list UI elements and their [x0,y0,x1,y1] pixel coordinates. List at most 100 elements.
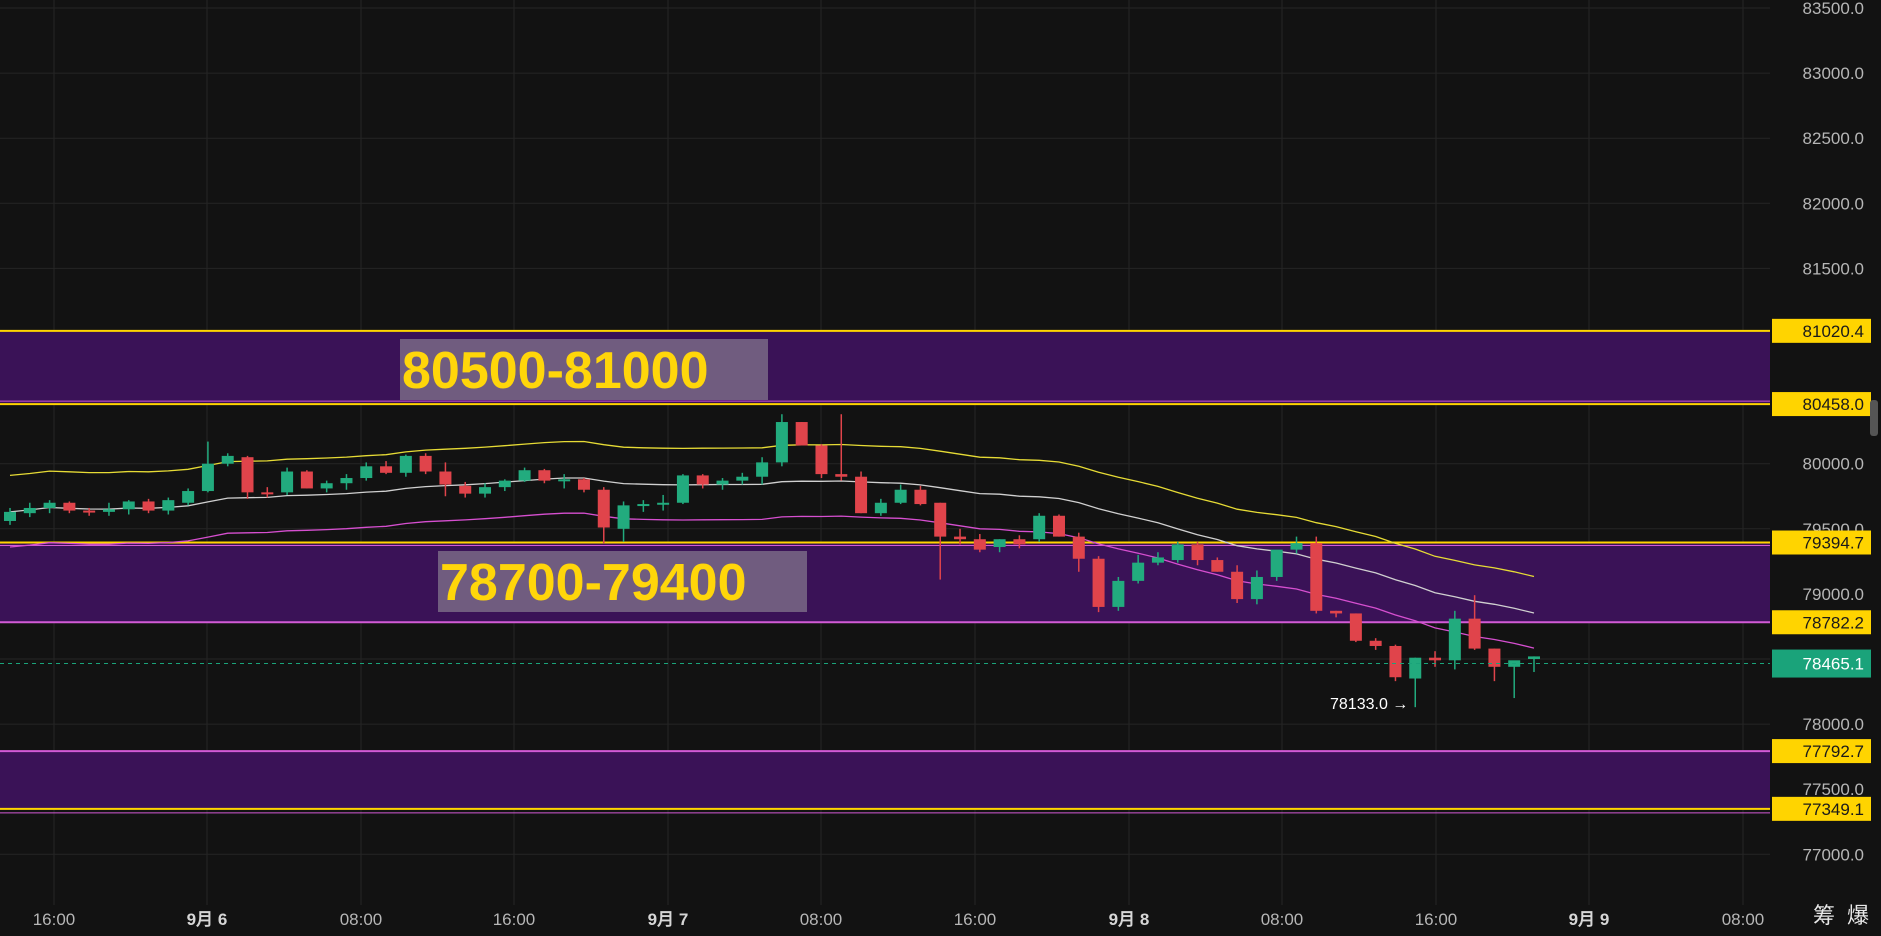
candle-body [182,491,195,503]
candle-body [4,511,16,521]
candle-body [281,471,294,493]
candle-body [1429,657,1442,661]
candle-body [1072,536,1085,559]
time-tick-label: 08:00 [1722,910,1765,929]
candle-body [399,455,412,473]
candle-body [162,500,175,511]
candle-body [1231,571,1244,600]
price-tick-label: 82000.0 [1803,194,1864,213]
price-level-box [1772,530,1871,555]
candle-body [676,475,689,503]
candle-body [1310,543,1323,611]
scroll-handle [1870,400,1878,436]
price-level-label: 80458.0 [1803,395,1864,414]
candle-body [1033,515,1046,540]
candle-body [1488,648,1501,667]
zone-label-background [438,551,807,612]
candle-body [835,474,848,477]
candle-body [993,539,1006,548]
candle-body [736,476,749,481]
candle-body [1191,544,1204,561]
candle-body [1052,515,1065,537]
candle-body [1409,657,1422,679]
candle-body [1092,558,1105,607]
candle-body [360,466,373,479]
candle-body [1112,580,1125,607]
time-tick-label: 08:00 [800,910,843,929]
price-tick-label: 82500.0 [1803,129,1864,148]
candle-body [973,539,986,550]
price-level-label: 77792.7 [1803,742,1864,761]
time-tick-label: 16:00 [33,910,76,929]
price-tick-label: 83000.0 [1803,64,1864,83]
candle-body [954,536,967,540]
candle-body [1171,544,1184,561]
zone-band [0,330,1770,405]
price-tick-label: 77500.0 [1803,780,1864,799]
time-tick-label: 16:00 [1415,910,1458,929]
low-price-marker: 78133.0 → [1330,696,1408,713]
candle-body [1528,656,1540,659]
current-price-label: 78465.1 [1803,655,1864,674]
candle-body [518,470,531,481]
time-tick-label: 08:00 [340,910,383,929]
price-level-label: 77349.1 [1803,800,1864,819]
candle-body [102,509,115,512]
price-level-label: 81020.4 [1803,322,1864,341]
upper-band-line [9,440,1535,578]
price-level-label: 79394.7 [1803,534,1864,553]
candle-body [597,489,610,528]
price-zones [0,329,1770,814]
candle-body [617,505,630,529]
price-axis[interactable]: 83500.0 83000.0 82500.0 82000.0 81500.0 80000… [1770,0,1881,905]
candle-body [83,510,96,513]
price-tick-label: 80000.0 [1803,455,1864,474]
zone-band [0,542,1770,623]
candle-body [419,455,432,472]
price-tick-label: 78000.0 [1803,715,1864,734]
candle-body [380,466,393,473]
zone-band [0,751,1770,809]
candle-body [934,502,947,537]
candle-body [696,475,709,485]
zone-label-background [400,339,768,400]
liquidation-icon[interactable]: 爆 [1846,904,1869,929]
candle-body [122,501,135,510]
candle-body [716,480,729,485]
candle-body [855,476,868,514]
candle-body [63,502,76,511]
current-price-box [1772,649,1871,678]
price-level-box [1772,392,1871,417]
overlays: 80500-81000 78700-79400 78133.0 → [0,339,1770,713]
candle-body [1151,557,1164,563]
price-tick-label: 83500.0 [1803,0,1864,18]
candle-body [1270,549,1283,577]
price-tick-label: 81500.0 [1803,259,1864,278]
candle-body [1349,613,1362,641]
price-tick-label: 77000.0 [1803,845,1864,864]
candle-body [498,480,511,488]
candle-body [439,471,452,485]
candle-body [221,455,234,464]
candle-body [1389,645,1402,678]
candle-body [815,445,828,475]
candle-body [894,489,907,503]
price-level-box [1772,739,1871,764]
candle-body [201,463,214,492]
candle-body [23,507,36,514]
candle-body [657,502,670,505]
candle-body [637,504,650,507]
time-tick-label: 9月 9 [1569,910,1610,929]
time-tick-label: 9月 7 [648,910,689,929]
candle-body [874,502,887,514]
zone-label: 78700-79400 [440,554,747,612]
candle-body [241,457,254,493]
candle-body [1468,618,1481,649]
candle-body [320,483,333,489]
candle-body [775,422,788,463]
candle-body [1211,560,1224,572]
chip-icon[interactable]: 筹 [1812,904,1835,929]
time-axis[interactable]: 16:00 9月 6 08:00 16:00 9月 7 08:00 16:00 9月 8 08:… [33,910,1765,929]
candle-body [558,479,571,482]
